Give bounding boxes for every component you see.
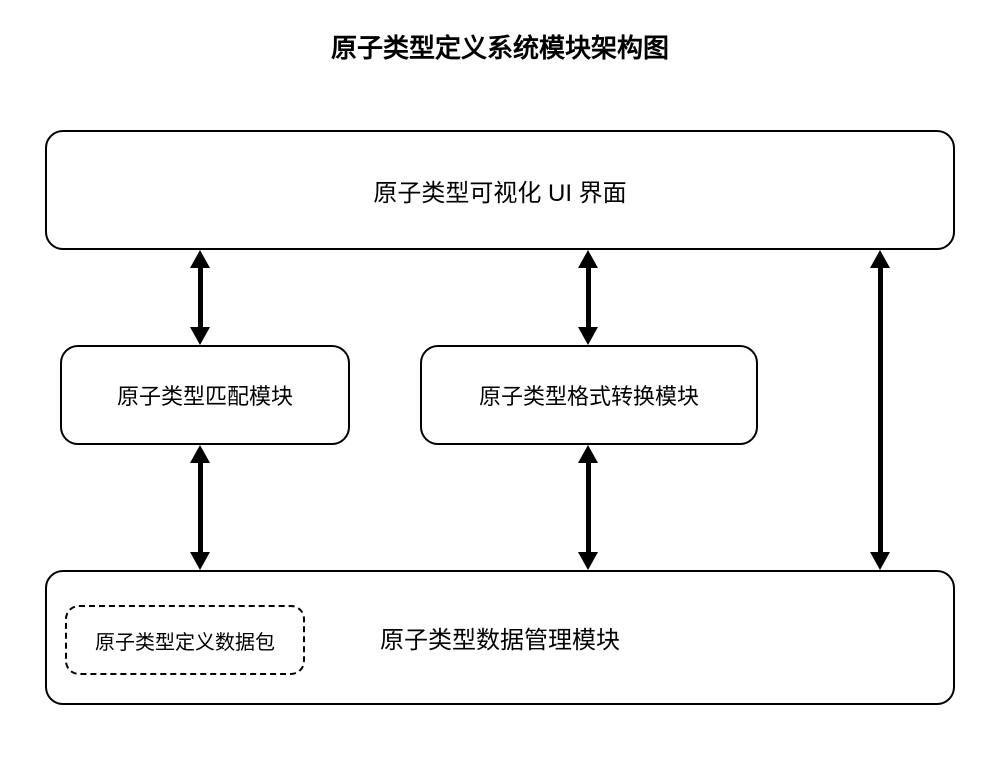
node-format: 原子类型格式转换模块	[420, 345, 758, 445]
node-pkg: 原子类型定义数据包	[65, 605, 305, 675]
diagram-canvas: 原子类型定义系统模块架构图 原子类型可视化 UI 界面 原子类型匹配模块 原子类…	[0, 0, 1000, 758]
diagram-title: 原子类型定义系统模块架构图	[0, 28, 1000, 65]
node-ui: 原子类型可视化 UI 界面	[45, 130, 955, 250]
node-match: 原子类型匹配模块	[60, 345, 350, 445]
